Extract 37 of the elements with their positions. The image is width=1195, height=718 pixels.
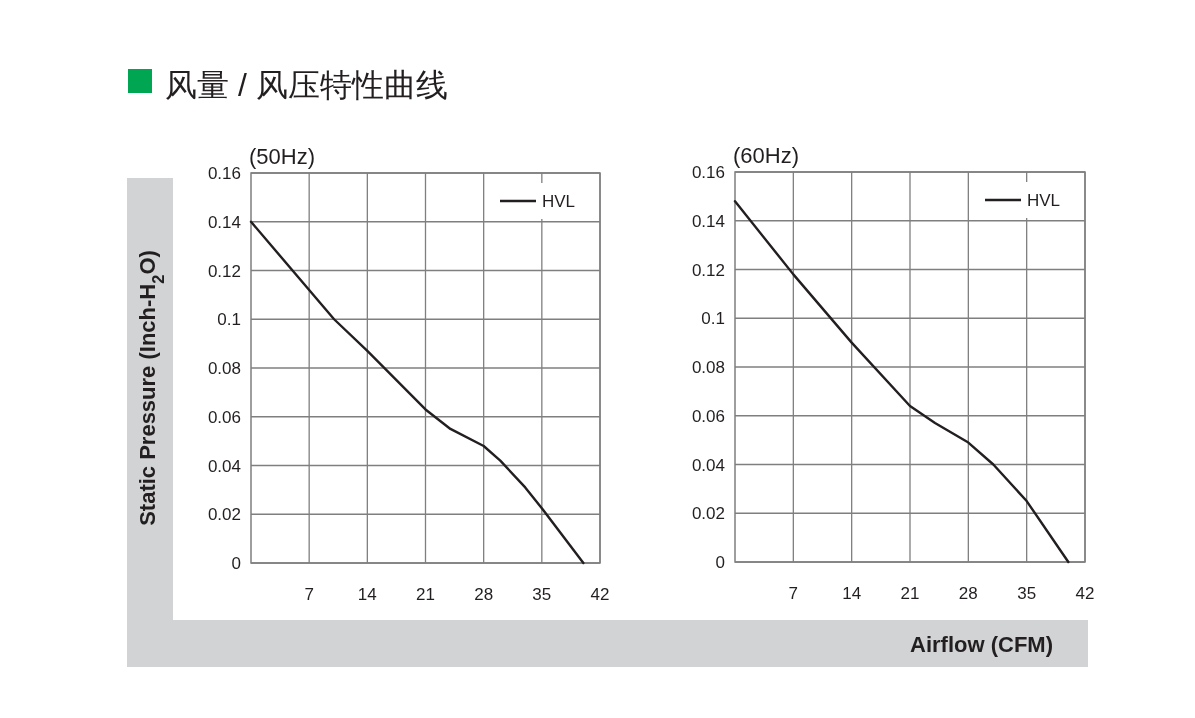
y-tick-label: 0.08	[207, 359, 241, 378]
text: 风量 / 风压特性曲线	[165, 67, 448, 103]
x-tick-label: 42	[1075, 584, 1095, 603]
y-tick-label: 0	[231, 554, 241, 573]
x-tick-label: 28	[958, 584, 978, 603]
chart-title: (60Hz)	[733, 143, 800, 168]
x-tick-label: 7	[304, 585, 314, 604]
y-tick-label: 0.04	[207, 456, 241, 476]
y-tick-label: 0.14	[691, 211, 725, 231]
y-tick-label: 0.14	[207, 212, 241, 232]
x-tick-label: 21	[900, 584, 920, 603]
x-tick-label: 7	[788, 584, 799, 603]
legend-label: HVL	[542, 192, 576, 211]
y-tick-label: 0.1	[217, 310, 241, 330]
y-tick-label: 0.04	[691, 455, 725, 475]
y-tick-label: 0.02	[207, 505, 241, 525]
x-tick-label: 21	[416, 585, 435, 604]
x-tick-label: 14	[842, 584, 862, 603]
x-tick-label: 14	[357, 585, 377, 604]
chart-title: (50Hz)	[249, 144, 316, 169]
line-series	[249, 220, 585, 565]
legend-label: HVL	[1027, 191, 1061, 210]
y-tick-label: 0.08	[691, 358, 725, 377]
y-tick-label: 0.12	[207, 261, 241, 281]
x-tick-label: 42	[590, 585, 610, 604]
y-tick-label: 0	[715, 553, 725, 572]
x-tick-label: 35	[1017, 584, 1037, 603]
y-tick-label: 0.12	[691, 260, 725, 280]
y-tick-label: 0.02	[691, 504, 725, 524]
x-axis-title: Airflow (CFM)	[910, 632, 1053, 657]
y-tick-label: 0.16	[207, 164, 241, 183]
y-tick-label: 0.1	[701, 309, 725, 329]
x-tick-label: 28	[474, 585, 494, 604]
y-tick-label: 0.06	[691, 406, 725, 426]
y-tick-label: 0.16	[691, 163, 725, 182]
x-tick-label: 35	[532, 585, 552, 604]
y-tick-label: 0.06	[207, 407, 241, 427]
